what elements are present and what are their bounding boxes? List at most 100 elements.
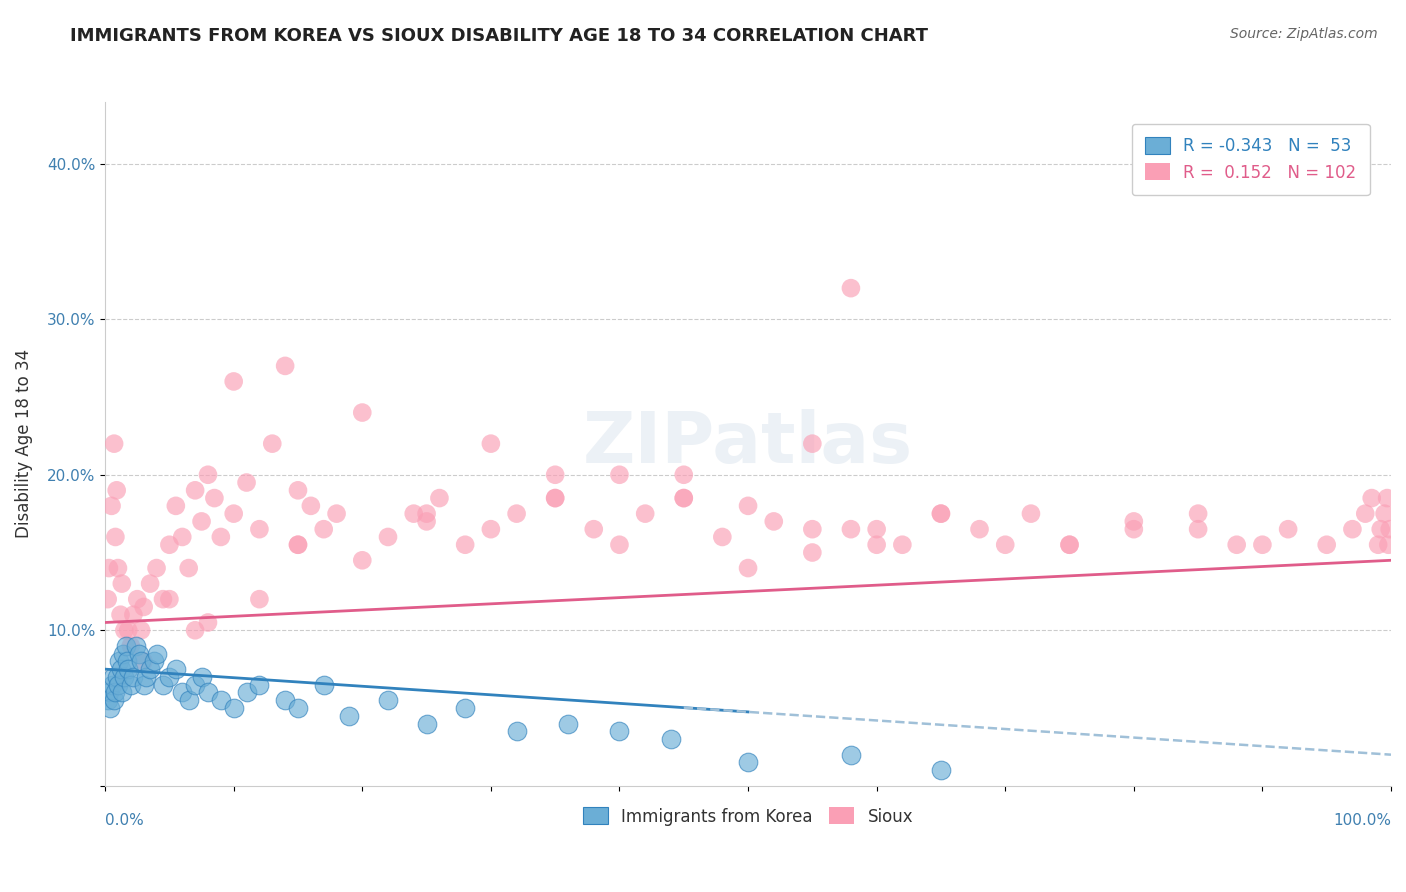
Point [312,678,335,692]
Point [1059,538,1081,552]
Point [352,406,374,420]
Point [415,507,437,521]
Point [1341,522,1364,536]
Point [659,732,682,747]
Text: IMMIGRANTS FROM KOREA VS SIOUX DISABILITY AGE 18 TO 34 CORRELATION CHART: IMMIGRANTS FROM KOREA VS SIOUX DISABILIT… [70,27,928,45]
Point [111,576,134,591]
Point [125,639,148,653]
Point [1369,522,1392,536]
Point [299,499,322,513]
Point [415,716,437,731]
Point [429,491,451,505]
Point [479,522,502,536]
Point [325,507,347,521]
Point [129,624,152,638]
Point [711,530,734,544]
Point [249,592,271,607]
Point [312,522,335,536]
Point [352,553,374,567]
Point [287,701,309,715]
Point [505,724,527,739]
Point [172,530,194,544]
Point [110,662,132,676]
Point [377,693,399,707]
Point [98,561,121,575]
Point [157,592,180,607]
Point [762,515,785,529]
Y-axis label: Disability Age 18 to 34: Disability Age 18 to 34 [15,349,32,538]
Point [145,561,167,575]
Point [184,678,207,692]
Point [1367,538,1389,552]
Point [222,375,245,389]
Point [1374,507,1396,521]
Point [122,607,145,622]
Point [157,670,180,684]
Point [609,467,631,482]
Point [190,670,212,684]
Point [165,499,187,513]
Point [454,701,477,715]
Point [1361,491,1384,505]
Text: 0.0%: 0.0% [105,814,143,828]
Point [97,693,120,707]
Point [222,507,245,521]
Point [107,678,129,692]
Point [98,685,121,699]
Point [1378,522,1400,536]
Point [262,436,284,450]
Point [112,624,135,638]
Point [197,685,219,699]
Point [1354,507,1376,521]
Text: 100.0%: 100.0% [1333,814,1391,828]
Point [108,654,131,668]
Point [969,522,991,536]
Point [839,522,862,536]
Point [994,538,1017,552]
Point [117,624,139,638]
Point [377,530,399,544]
Point [544,467,567,482]
Point [287,483,309,498]
Point [165,662,187,676]
Point [104,530,127,544]
Point [135,670,157,684]
Point [274,693,297,707]
Point [115,654,138,668]
Point [120,639,142,653]
Point [609,538,631,552]
Point [866,522,889,536]
Point [202,491,225,505]
Point [634,507,657,521]
Point [157,538,180,552]
Point [454,538,477,552]
Point [1277,522,1299,536]
Point [339,708,361,723]
Point [112,647,135,661]
Point [1122,522,1144,536]
Point [177,561,200,575]
Point [929,507,952,521]
Point [1378,538,1400,552]
Point [287,538,309,552]
Point [132,654,155,668]
Point [222,701,245,715]
Point [672,491,695,505]
Point [172,685,194,699]
Point [105,483,128,498]
Point [103,693,125,707]
Point [801,436,824,450]
Point [929,507,952,521]
Point [143,654,166,668]
Point [544,491,567,505]
Point [128,647,150,661]
Point [139,576,162,591]
Point [891,538,914,552]
Point [117,662,139,676]
Point [100,678,122,692]
Point [672,467,695,482]
Point [737,499,759,513]
Point [235,475,257,490]
Point [1187,522,1209,536]
Point [544,491,567,505]
